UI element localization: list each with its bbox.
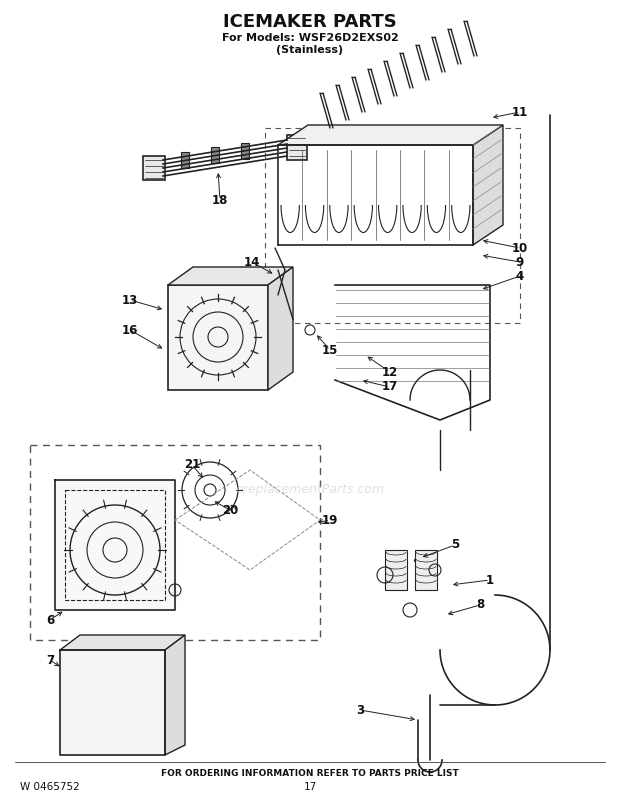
Text: 18: 18 xyxy=(212,193,228,206)
Text: 10: 10 xyxy=(512,241,528,254)
Text: 8: 8 xyxy=(476,598,484,611)
Bar xyxy=(65,490,165,600)
Text: 9: 9 xyxy=(516,256,524,269)
Polygon shape xyxy=(60,650,165,755)
Polygon shape xyxy=(278,125,503,145)
Text: For Models: WSF26D2EXS02: For Models: WSF26D2EXS02 xyxy=(221,33,399,43)
Point xyxy=(390,553,400,566)
Bar xyxy=(287,135,307,160)
Text: 15: 15 xyxy=(322,343,338,357)
Text: 17: 17 xyxy=(303,782,317,792)
Text: 11: 11 xyxy=(512,106,528,119)
Text: 3: 3 xyxy=(356,703,364,716)
Text: 4: 4 xyxy=(516,269,524,282)
Text: 1: 1 xyxy=(486,573,494,586)
Polygon shape xyxy=(60,635,185,650)
Polygon shape xyxy=(168,267,293,285)
Text: 13: 13 xyxy=(122,294,138,306)
Text: 20: 20 xyxy=(222,504,238,516)
Text: FOR ORDERING INFORMATION REFER TO PARTS PRICE LIST: FOR ORDERING INFORMATION REFER TO PARTS … xyxy=(161,768,459,777)
Text: 7: 7 xyxy=(46,654,54,666)
Text: 17: 17 xyxy=(382,380,398,394)
Polygon shape xyxy=(473,125,503,245)
Text: ICEMAKER PARTS: ICEMAKER PARTS xyxy=(223,13,397,31)
Text: 12: 12 xyxy=(382,366,398,379)
Text: 19: 19 xyxy=(322,513,338,526)
Point xyxy=(415,573,425,586)
Text: W 0465752: W 0465752 xyxy=(20,782,80,792)
Bar xyxy=(265,128,520,323)
Bar xyxy=(30,445,320,640)
Point xyxy=(395,573,405,586)
Bar xyxy=(211,148,219,164)
Bar xyxy=(385,550,407,590)
Bar xyxy=(168,285,268,390)
Text: 21: 21 xyxy=(184,459,200,472)
Polygon shape xyxy=(165,635,185,755)
Polygon shape xyxy=(55,480,175,610)
Text: 5: 5 xyxy=(451,538,459,552)
Bar xyxy=(415,550,437,590)
Text: 16: 16 xyxy=(122,323,138,337)
Bar xyxy=(181,152,189,168)
Point xyxy=(410,553,420,566)
Text: 14: 14 xyxy=(244,256,260,269)
Text: (Stainless): (Stainless) xyxy=(277,45,343,55)
Bar xyxy=(143,156,165,180)
Text: 6: 6 xyxy=(46,614,54,626)
Polygon shape xyxy=(268,267,293,390)
Bar xyxy=(241,143,249,159)
Text: ereplacementParts.com: ereplacementParts.com xyxy=(236,484,384,496)
